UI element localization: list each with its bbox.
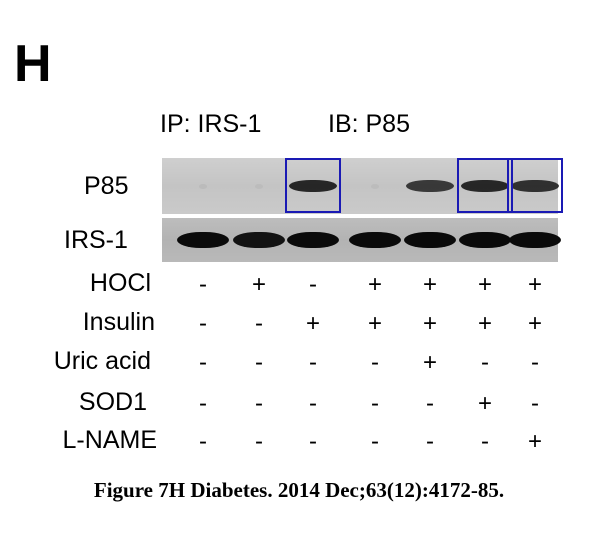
- condition-cell-uric-acid-lane-4: -: [371, 349, 379, 376]
- condition-cell-insulin-lane-6: +: [477, 310, 492, 337]
- condition-cell-sod1-lane-1: -: [199, 390, 207, 417]
- blot-label-irs1: IRS-1: [64, 226, 128, 254]
- condition-cell-insulin-lane-1: -: [199, 310, 207, 337]
- condition-cell-uric-acid-lane-6: -: [481, 349, 489, 376]
- blot-strip-irs1: [162, 218, 561, 262]
- condition-cell-l-name-lane-7: +: [527, 428, 542, 455]
- band-irs1-lane-7: [509, 232, 561, 248]
- condition-cell-l-name-lane-2: -: [255, 428, 263, 455]
- condition-cell-hocl-lane-1: -: [199, 271, 207, 298]
- condition-cell-l-name-lane-5: -: [426, 428, 434, 455]
- condition-cell-hocl-lane-3: -: [309, 271, 317, 298]
- condition-cell-l-name-lane-6: -: [481, 428, 489, 455]
- band-p85-lane-6: [461, 180, 509, 192]
- condition-label-hocl: HOCl: [89, 269, 151, 297]
- condition-cell-l-name-lane-4: -: [371, 428, 379, 455]
- highlight-box-lane-7: [507, 158, 563, 213]
- condition-cell-sod1-lane-7: -: [531, 390, 539, 417]
- condition-cell-l-name-lane-3: -: [309, 428, 317, 455]
- condition-cell-hocl-lane-6: +: [477, 271, 492, 298]
- condition-cell-uric-acid-lane-5: +: [422, 349, 437, 376]
- blot-label-p85: P85: [84, 172, 129, 200]
- band-p85-lane-5: [406, 180, 454, 192]
- condition-cell-sod1-lane-2: -: [255, 390, 263, 417]
- condition-label-l-name: L-NAME: [62, 426, 157, 454]
- band-p85-lane-4: [371, 184, 379, 189]
- condition-cell-hocl-lane-5: +: [422, 271, 437, 298]
- condition-cell-insulin-lane-5: +: [422, 310, 437, 337]
- condition-cell-hocl-lane-7: +: [527, 271, 542, 298]
- band-irs1-lane-1: [177, 232, 229, 248]
- condition-cell-insulin-lane-4: +: [367, 310, 382, 337]
- condition-label-uric-acid: Uric acid: [53, 347, 151, 375]
- ip-label: IP: IRS-1: [160, 110, 262, 138]
- condition-cell-hocl-lane-4: +: [367, 271, 382, 298]
- band-irs1-lane-4: [349, 232, 401, 248]
- highlight-box-lane-3: [285, 158, 341, 213]
- band-irs1-lane-3: [287, 232, 339, 248]
- condition-cell-uric-acid-lane-3: -: [309, 349, 317, 376]
- condition-cell-insulin-lane-2: -: [255, 310, 263, 337]
- condition-cell-sod1-lane-3: -: [309, 390, 317, 417]
- band-irs1-lane-6: [459, 232, 511, 248]
- condition-cell-uric-acid-lane-2: -: [255, 349, 263, 376]
- condition-cell-sod1-lane-5: -: [426, 390, 434, 417]
- condition-label-insulin: Insulin: [82, 308, 155, 336]
- band-p85-lane-2: [255, 184, 263, 189]
- condition-cell-sod1-lane-4: -: [371, 390, 379, 417]
- condition-cell-insulin-lane-7: +: [527, 310, 542, 337]
- condition-cell-insulin-lane-3: +: [305, 310, 320, 337]
- band-p85-lane-1: [199, 184, 207, 189]
- band-irs1-lane-5: [404, 232, 456, 248]
- band-p85-lane-3: [289, 180, 337, 192]
- band-p85-lane-7: [511, 180, 559, 192]
- condition-cell-l-name-lane-1: -: [199, 428, 207, 455]
- blot-strip-p85: [162, 158, 559, 214]
- condition-label-sod1: SOD1: [78, 388, 147, 416]
- highlight-box-lane-6: [457, 158, 513, 213]
- figure-caption: Figure 7H Diabetes. 2014 Dec;63(12):4172…: [93, 478, 505, 502]
- condition-cell-uric-acid-lane-1: -: [199, 349, 207, 376]
- ib-label: IB: P85: [328, 110, 410, 138]
- panel-label: H: [14, 35, 52, 93]
- condition-cell-sod1-lane-6: +: [477, 390, 492, 417]
- band-irs1-lane-2: [233, 232, 285, 248]
- condition-cell-hocl-lane-2: +: [251, 271, 266, 298]
- condition-cell-uric-acid-lane-7: -: [531, 349, 539, 376]
